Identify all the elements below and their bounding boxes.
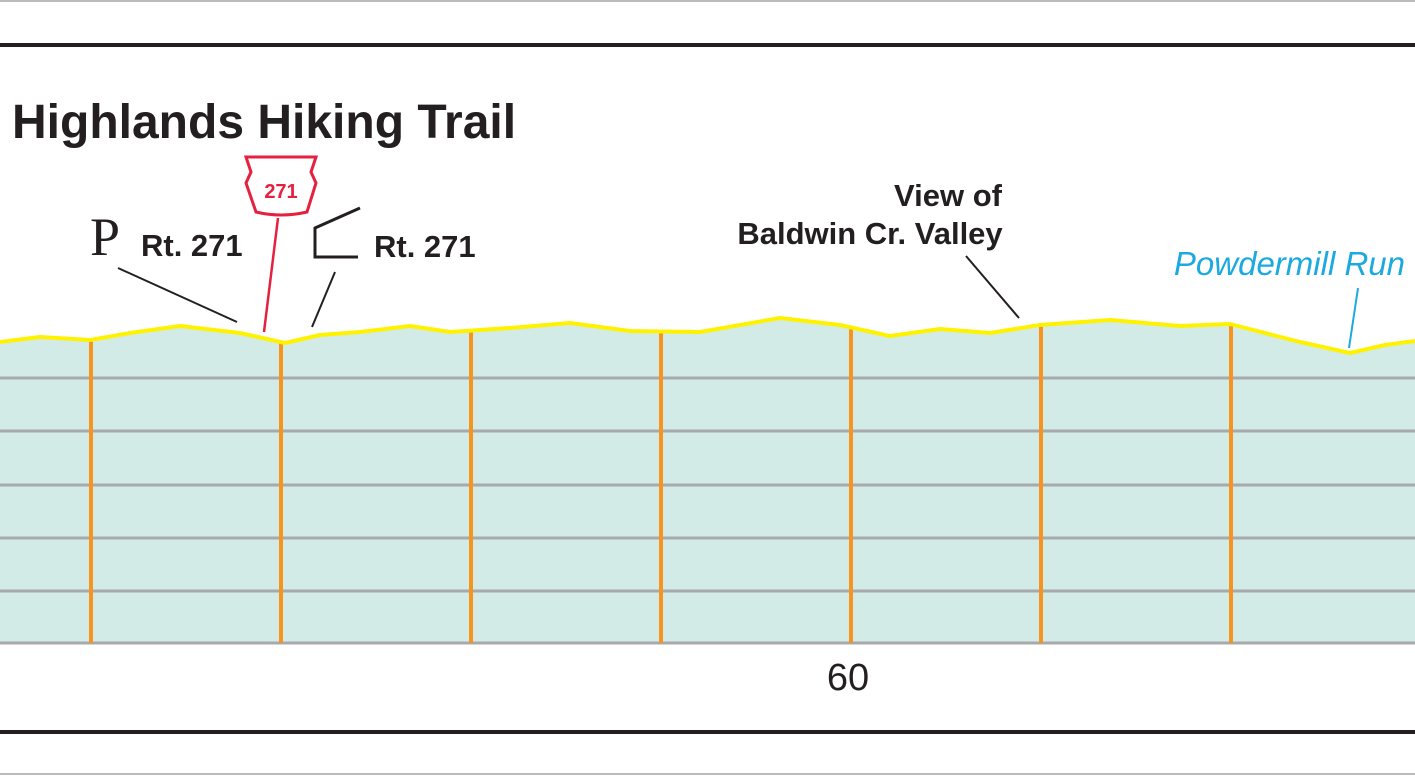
- leader-line: [117, 267, 238, 323]
- route-shield: [243, 155, 319, 217]
- stream-label: Powdermill Run: [1174, 245, 1405, 282]
- profile-area: [0, 318, 1415, 643]
- title: Highlands Hiking Trail: [12, 96, 516, 149]
- road-label: Rt. 271: [141, 228, 243, 263]
- view-label: View of: [894, 178, 1003, 213]
- view-label: Baldwin Cr. Valley: [737, 216, 1003, 251]
- mile-label: 60: [827, 657, 869, 699]
- shield-leader: [262, 217, 280, 333]
- leader-line: [1348, 287, 1359, 349]
- leader-line: [965, 255, 1020, 319]
- shield-number: 271: [264, 181, 297, 203]
- parking-symbol: P: [90, 207, 120, 267]
- road-label: Rt. 271: [374, 229, 476, 264]
- road-crossing-symbol: [313, 206, 361, 259]
- leader-line: [311, 271, 336, 328]
- trail-line: [0, 316, 1415, 355]
- elevation-profile: [0, 316, 1415, 645]
